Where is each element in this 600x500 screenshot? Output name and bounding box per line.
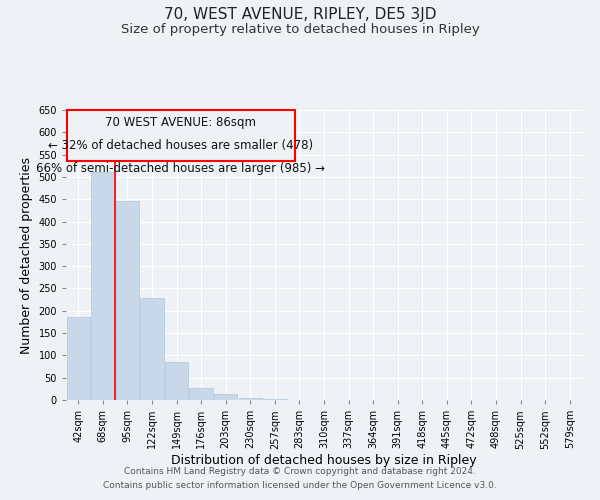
Text: Contains HM Land Registry data © Crown copyright and database right 2024.: Contains HM Land Registry data © Crown c…	[124, 467, 476, 476]
Bar	[140, 298, 164, 400]
Text: ← 32% of detached houses are smaller (478): ← 32% of detached houses are smaller (47…	[49, 139, 313, 152]
Text: Size of property relative to detached houses in Ripley: Size of property relative to detached ho…	[121, 22, 479, 36]
Bar	[239, 398, 262, 400]
Text: 66% of semi-detached houses are larger (985) →: 66% of semi-detached houses are larger (…	[37, 162, 325, 175]
Y-axis label: Number of detached properties: Number of detached properties	[20, 156, 33, 354]
Text: 70 WEST AVENUE: 86sqm: 70 WEST AVENUE: 86sqm	[106, 116, 256, 129]
Bar	[67, 318, 90, 400]
Text: 70, WEST AVENUE, RIPLEY, DE5 3JD: 70, WEST AVENUE, RIPLEY, DE5 3JD	[164, 8, 436, 22]
Bar	[91, 172, 115, 400]
Bar	[165, 362, 188, 400]
Text: Contains public sector information licensed under the Open Government Licence v3: Contains public sector information licen…	[103, 481, 497, 490]
Bar	[190, 388, 213, 400]
Bar	[214, 394, 238, 400]
Bar	[116, 202, 139, 400]
X-axis label: Distribution of detached houses by size in Ripley: Distribution of detached houses by size …	[171, 454, 477, 467]
Bar	[263, 399, 287, 400]
FancyBboxPatch shape	[67, 110, 295, 162]
